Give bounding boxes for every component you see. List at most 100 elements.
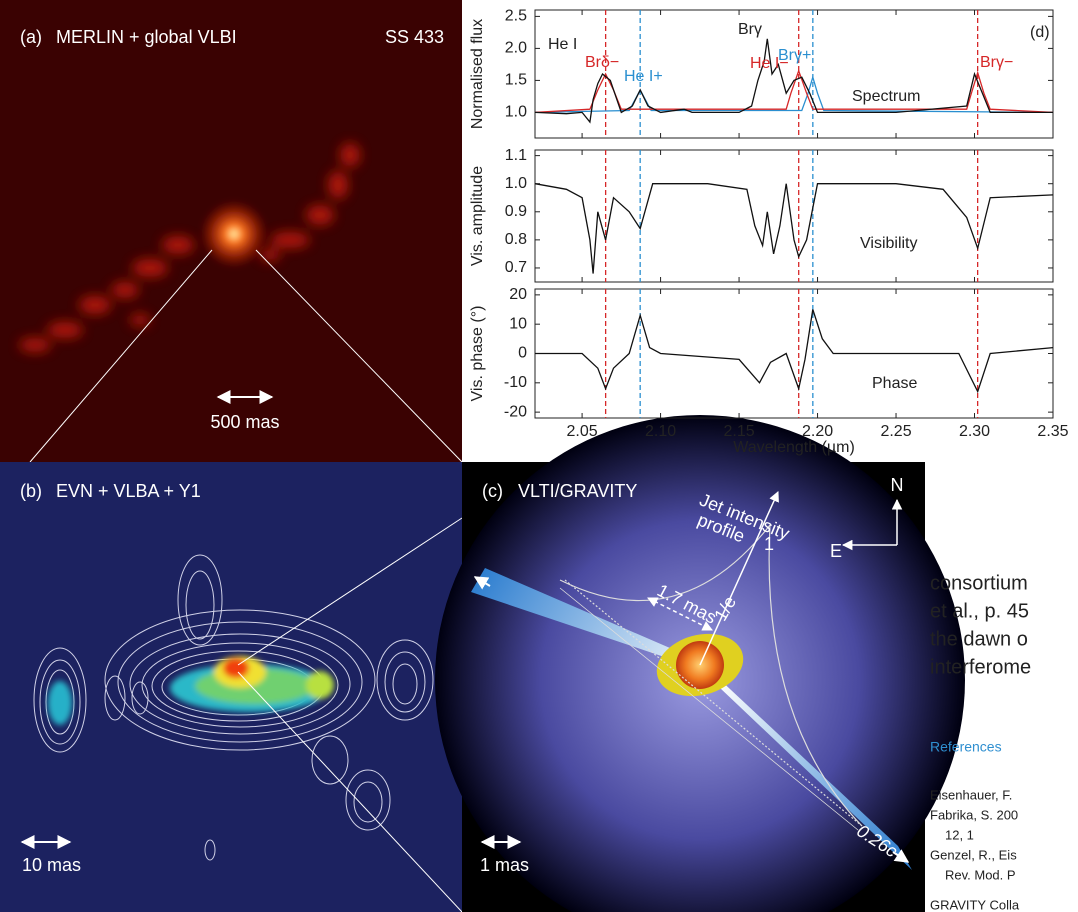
decoration bbox=[19, 143, 360, 352]
y-tick-label: -20 bbox=[504, 403, 527, 420]
label: VLTI/GRAVITY bbox=[518, 481, 637, 501]
label: Eisenhauer, F. bbox=[930, 787, 1012, 802]
decoration bbox=[131, 681, 149, 715]
label: 1 mas bbox=[480, 855, 529, 875]
y-tick-label: 2.5 bbox=[505, 8, 527, 25]
x-tick-label: 2.35 bbox=[1037, 423, 1068, 440]
label: 1 bbox=[764, 534, 774, 554]
y-axis-label: Vis. phase (°) bbox=[469, 306, 486, 402]
decoration bbox=[328, 171, 348, 199]
panel-a: (a) MERLIN + global VLBI SS 433 500 mas bbox=[0, 0, 463, 463]
decoration bbox=[345, 769, 391, 831]
decoration bbox=[185, 570, 215, 640]
decoration bbox=[177, 554, 223, 646]
decoration bbox=[255, 249, 463, 463]
decoration bbox=[111, 282, 139, 298]
label: N bbox=[891, 475, 904, 495]
decoration bbox=[311, 735, 349, 785]
data-line bbox=[535, 309, 1054, 394]
decoration bbox=[117, 621, 363, 743]
panel-label: (d) bbox=[1030, 24, 1050, 41]
data-line bbox=[534, 38, 1053, 124]
decoration bbox=[204, 839, 216, 861]
decoration bbox=[129, 633, 351, 735]
y-tick-label: -10 bbox=[504, 374, 527, 391]
label: interferome bbox=[930, 656, 1031, 678]
decoration bbox=[19, 338, 51, 352]
label: the dawn o bbox=[930, 628, 1028, 650]
panel-d: 1.0 1.5 2.0 2.5 He I Brδ− He I+ Brγ He I−Brγ+ Brγ… bbox=[469, 8, 1068, 457]
decoration bbox=[104, 675, 126, 721]
x-tick-label: 2.15 bbox=[723, 423, 754, 440]
label: MERLIN + global VLBI bbox=[56, 27, 237, 47]
decoration bbox=[141, 642, 339, 728]
decoration bbox=[79, 296, 111, 314]
y-tick-label: 0.8 bbox=[505, 231, 527, 248]
decoration bbox=[892, 849, 910, 863]
decoration bbox=[384, 651, 426, 713]
y-tick-label: 1.5 bbox=[505, 72, 527, 89]
plot-label: Spectrum bbox=[852, 88, 920, 105]
label: E bbox=[830, 541, 842, 561]
decoration bbox=[29, 249, 213, 463]
decoration bbox=[260, 249, 280, 261]
plot-label: Phase bbox=[872, 375, 917, 392]
decoration bbox=[647, 597, 713, 631]
label: (c) bbox=[482, 481, 503, 501]
y-axis-label: Normalised flux bbox=[469, 19, 486, 129]
body-text: consortium et al., p. 45 the dawn o inte… bbox=[930, 572, 1031, 912]
decoration bbox=[340, 143, 360, 167]
y-tick-label: 20 bbox=[509, 286, 527, 303]
decoration bbox=[564, 579, 863, 827]
decoration bbox=[33, 554, 434, 861]
x-tick-label: 2.25 bbox=[880, 423, 911, 440]
label: References bbox=[930, 739, 1002, 755]
line-label: Brγ− bbox=[980, 54, 1013, 71]
line-label: He I+ bbox=[624, 68, 663, 85]
decoration bbox=[48, 681, 72, 725]
label: Rev. Mod. P bbox=[945, 867, 1016, 882]
y-tick-label: 0.9 bbox=[505, 203, 527, 220]
decoration bbox=[392, 663, 418, 705]
decoration bbox=[559, 587, 859, 831]
plot-label: Visibility bbox=[860, 235, 918, 252]
decoration bbox=[47, 322, 83, 338]
y-tick-label: 0 bbox=[518, 345, 527, 362]
line-label: He I− bbox=[750, 55, 789, 72]
decoration bbox=[376, 639, 434, 721]
x-tick-label: 2.30 bbox=[959, 423, 990, 440]
plot-frame bbox=[534, 9, 1054, 139]
plot-frame bbox=[534, 288, 1054, 419]
label: (b) bbox=[20, 481, 42, 501]
x-tick-label: 2.20 bbox=[802, 423, 833, 440]
plot-frame bbox=[534, 149, 1054, 283]
decoration bbox=[223, 658, 249, 678]
x-tick-label: 2.10 bbox=[645, 423, 676, 440]
decoration bbox=[237, 671, 463, 912]
y-tick-label: 2.0 bbox=[505, 40, 527, 57]
data-line bbox=[534, 68, 1054, 114]
decoration bbox=[130, 314, 150, 326]
line-label: Brδ− bbox=[585, 54, 619, 71]
decoration bbox=[306, 205, 334, 225]
line-label: Brγ+ bbox=[778, 47, 811, 64]
y-tick-label: 1.1 bbox=[505, 147, 527, 164]
line-label: Brγ bbox=[738, 21, 762, 38]
y-axis-label: Vis. amplitude bbox=[469, 166, 486, 266]
decoration bbox=[353, 781, 383, 823]
decoration bbox=[237, 517, 463, 666]
decoration bbox=[170, 656, 334, 712]
decoration bbox=[132, 259, 168, 277]
label: (a) bbox=[20, 27, 42, 47]
decoration bbox=[200, 200, 268, 268]
x-axis-label: Wavelength (µm) bbox=[733, 439, 855, 456]
x-tick-label: 2.05 bbox=[567, 423, 598, 440]
decoration bbox=[768, 524, 863, 827]
decoration bbox=[104, 609, 376, 751]
label: 12, 1 bbox=[945, 827, 974, 842]
label: GRAVITY Colla bbox=[930, 897, 1020, 912]
decoration bbox=[559, 524, 771, 602]
label: 500 mas bbox=[210, 412, 279, 432]
decoration bbox=[473, 576, 491, 590]
decoration bbox=[162, 236, 194, 254]
